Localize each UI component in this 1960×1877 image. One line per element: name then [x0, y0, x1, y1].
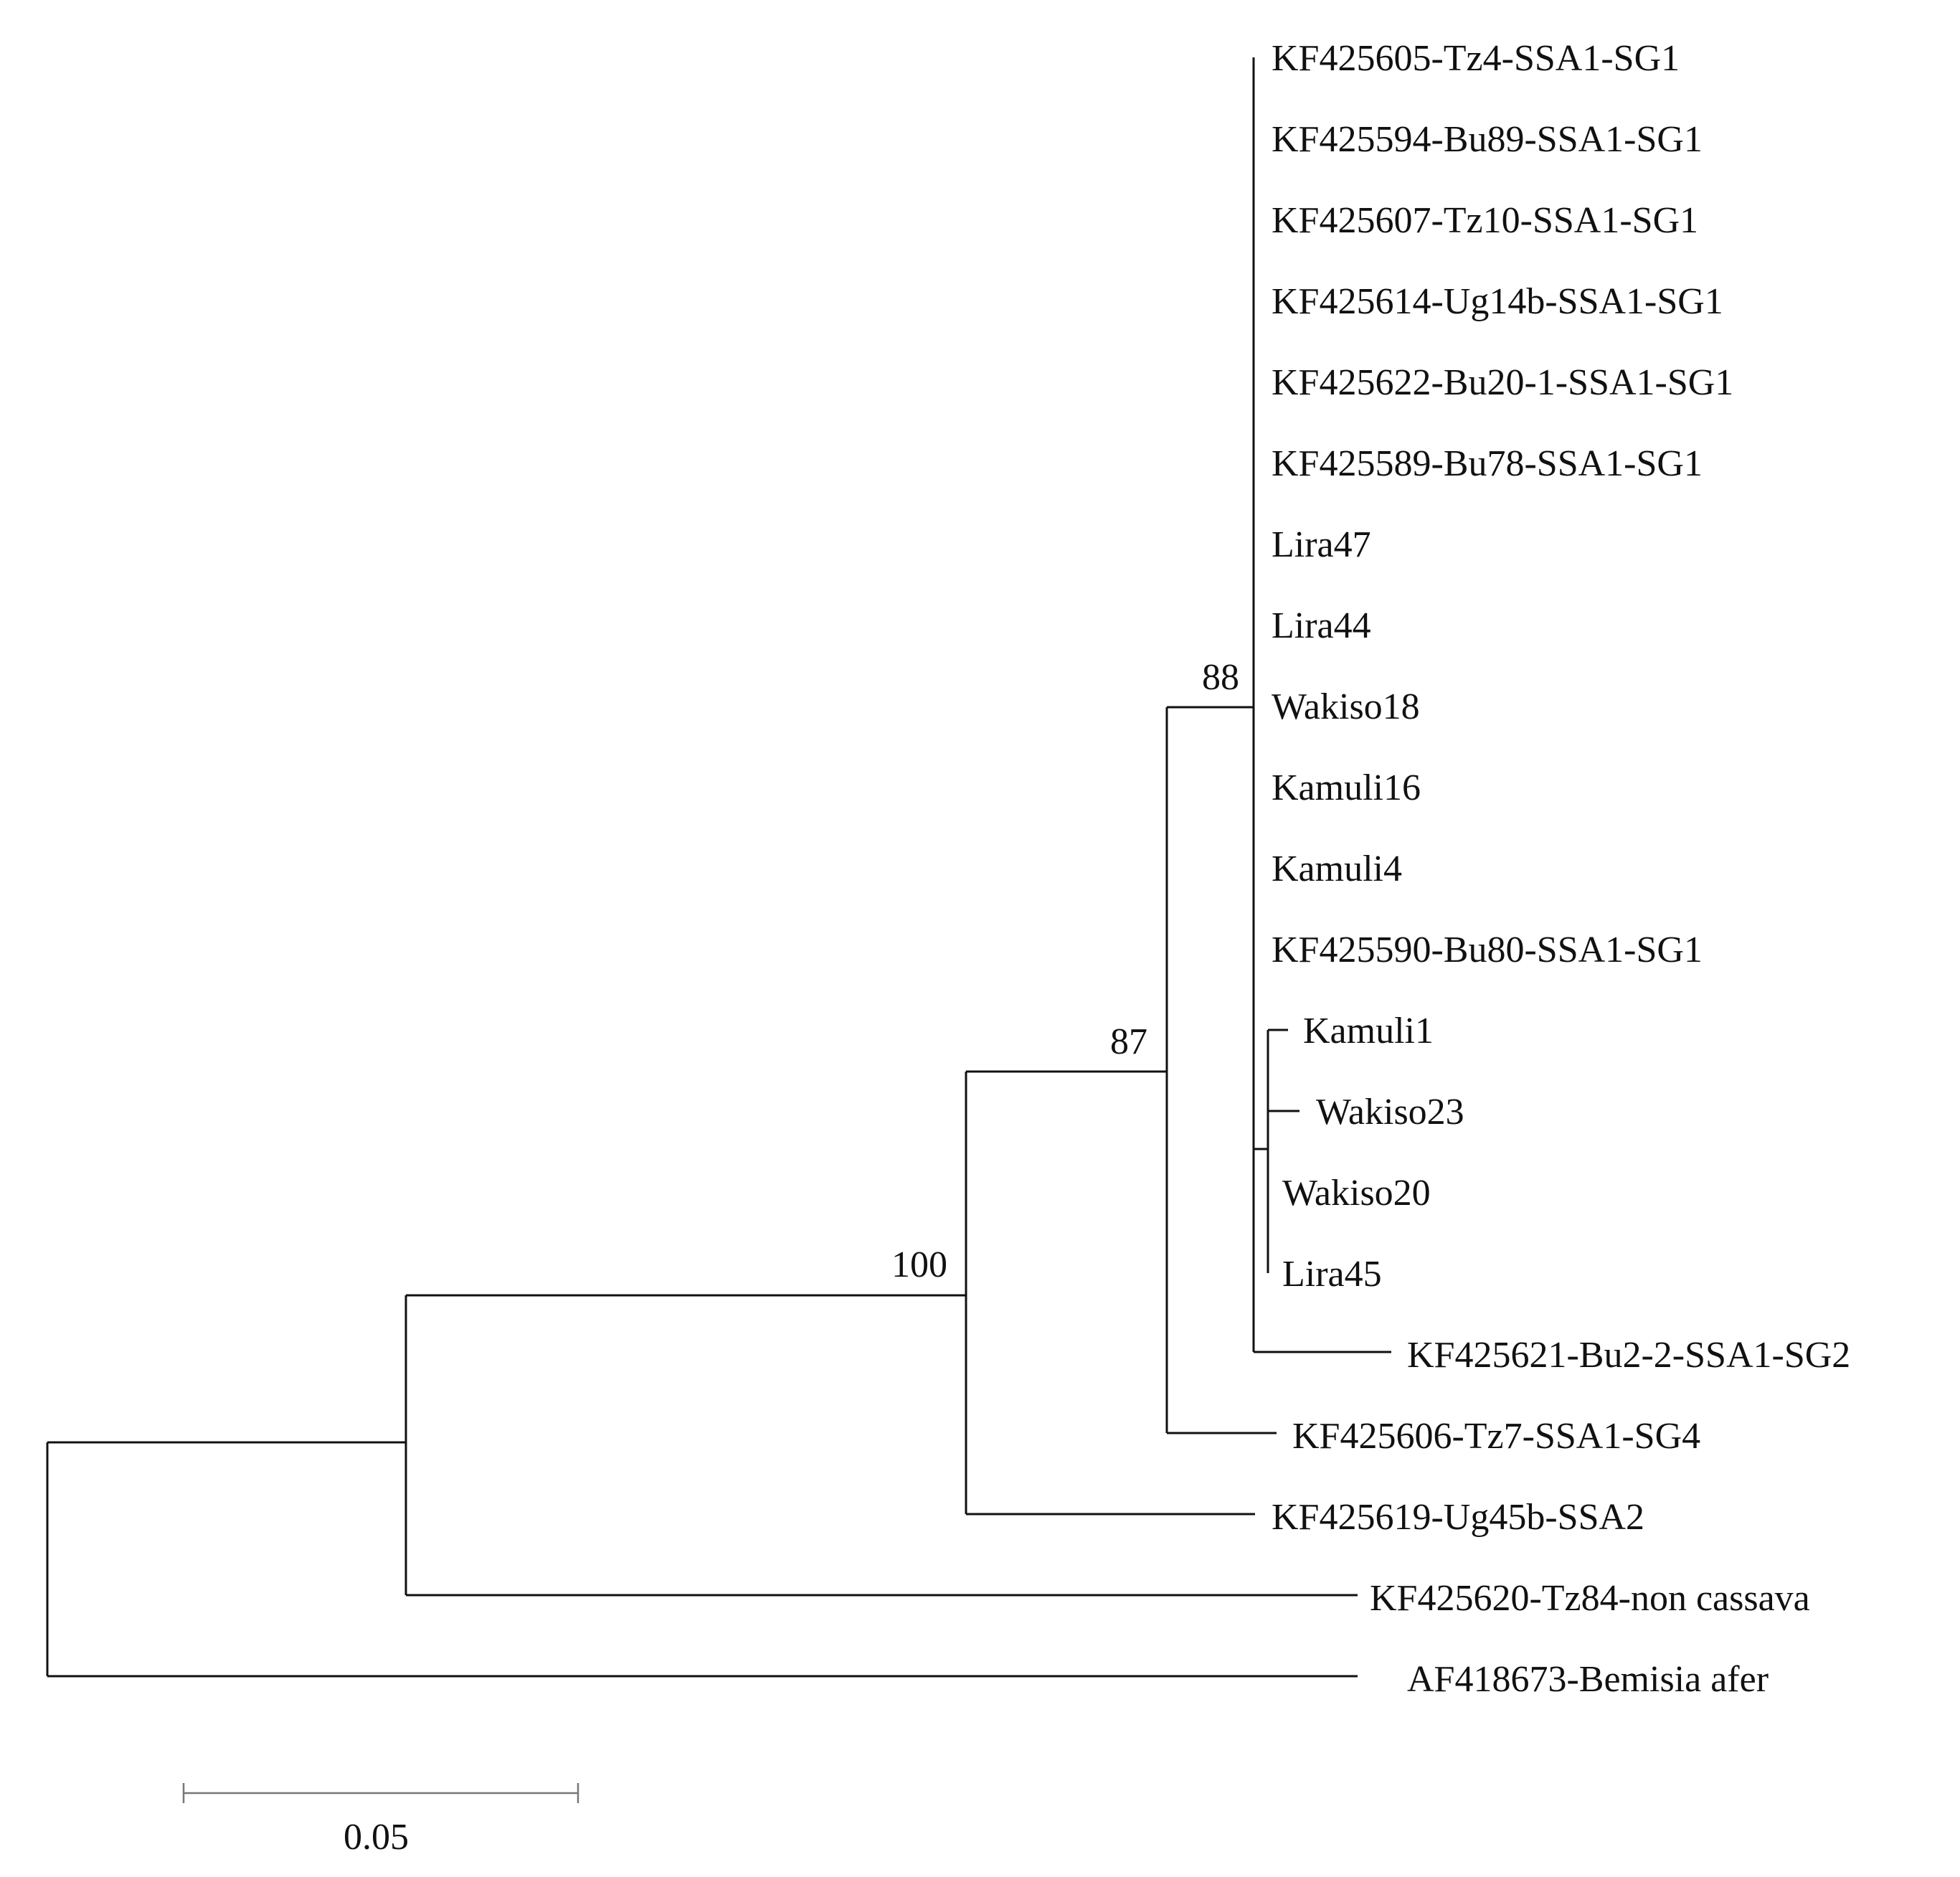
leaf-label: KF425589-Bu78-SSA1-SG1 [1272, 443, 1703, 484]
bootstrap-87: 87 [1110, 1021, 1147, 1062]
bootstrap-88: 88 [1202, 657, 1239, 698]
leaf-label: KF425606-Tz7-SSA1-SG4 [1292, 1416, 1700, 1457]
leaf-label: Kamuli1 [1303, 1011, 1434, 1051]
leaf-label: Wakiso20 [1282, 1173, 1431, 1214]
leaf-label: Kamuli4 [1272, 848, 1402, 889]
scale-bar: 0.05 [182, 1783, 579, 1858]
leaf-label: KF425622-Bu20-1-SSA1-SG1 [1272, 362, 1733, 403]
leaf-label: Wakiso23 [1316, 1092, 1464, 1133]
leaf-label: Kamuli16 [1272, 767, 1421, 808]
leaf-label: KF425621-Bu2-2-SSA1-SG2 [1407, 1335, 1850, 1376]
leaf-label: AF418673-Bemisia afer [1407, 1659, 1769, 1700]
leaf-label: KF425619-Ug45b-SSA2 [1272, 1497, 1644, 1538]
leaf-label: Lira44 [1272, 605, 1371, 646]
leaf-label: Wakiso18 [1272, 686, 1420, 727]
scale-bar-label: 0.05 [344, 1817, 409, 1858]
leaf-label: KF425620-Tz84-non cassava [1370, 1578, 1810, 1619]
bootstrap-100: 100 [891, 1244, 947, 1285]
leaf-label: KF425590-Bu80-SSA1-SG1 [1272, 930, 1703, 970]
tree-branches [46, 57, 1391, 1678]
leaf-label: Lira47 [1272, 524, 1371, 565]
leaf-label: KF425594-Bu89-SSA1-SG1 [1272, 119, 1703, 160]
leaf-label: KF425605-Tz4-SSA1-SG1 [1272, 38, 1680, 79]
leaf-label: KF425607-Tz10-SSA1-SG1 [1272, 200, 1698, 241]
leaf-label: Lira45 [1282, 1254, 1382, 1295]
leaf-label: KF425614-Ug14b-SSA1-SG1 [1272, 281, 1723, 322]
